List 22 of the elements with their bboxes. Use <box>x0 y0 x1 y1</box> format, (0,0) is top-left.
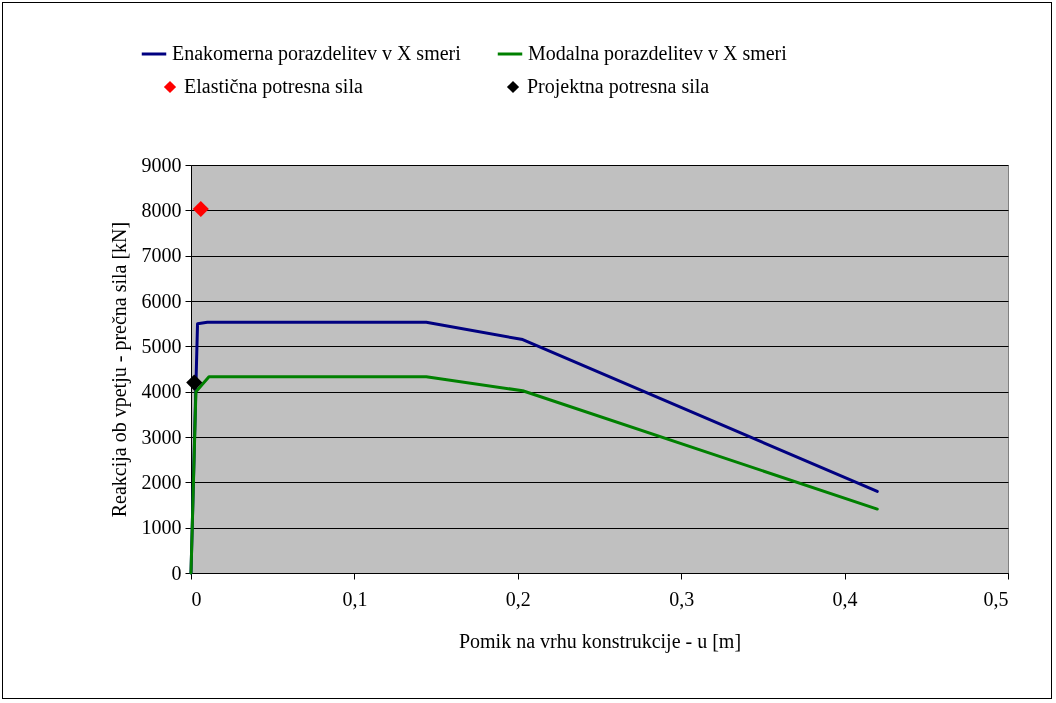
legend-label: Elastična potresna sila <box>184 75 363 98</box>
legend-label: Enakomerna porazdelitev v X smeri <box>172 42 462 65</box>
y-tick-label: 7000 <box>141 244 182 267</box>
x-axis-title: Pomik na vrhu konstrukcije - u [m] <box>458 629 742 653</box>
y-tick-label: 1000 <box>141 516 182 539</box>
legend-label: Modalna porazdelitev v X smeri <box>528 42 788 65</box>
y-tick-label: 2000 <box>141 470 182 493</box>
x-tick-label: 0,3 <box>669 587 695 610</box>
x-tick-label: 0,2 <box>505 587 531 610</box>
legend-label: Projektna potresna sila <box>527 75 710 98</box>
x-tick-label: 0,1 <box>342 587 368 610</box>
y-tick-label: 3000 <box>141 425 182 448</box>
y-tick-label: 5000 <box>141 334 182 357</box>
y-tick-label: 4000 <box>141 380 182 403</box>
y-tick-label: 6000 <box>141 289 182 312</box>
x-tick-label: 0,5 <box>983 587 1009 610</box>
y-tick-label: 0 <box>171 561 182 584</box>
y-tick-label: 9000 <box>141 153 182 176</box>
y-tick-label: 8000 <box>141 198 182 221</box>
y-axis-title: Reakcija ob vpetju - prečna sila [kN] <box>107 221 131 518</box>
x-tick-label: 0,4 <box>832 587 858 610</box>
x-tick-label: 0 <box>191 587 202 610</box>
